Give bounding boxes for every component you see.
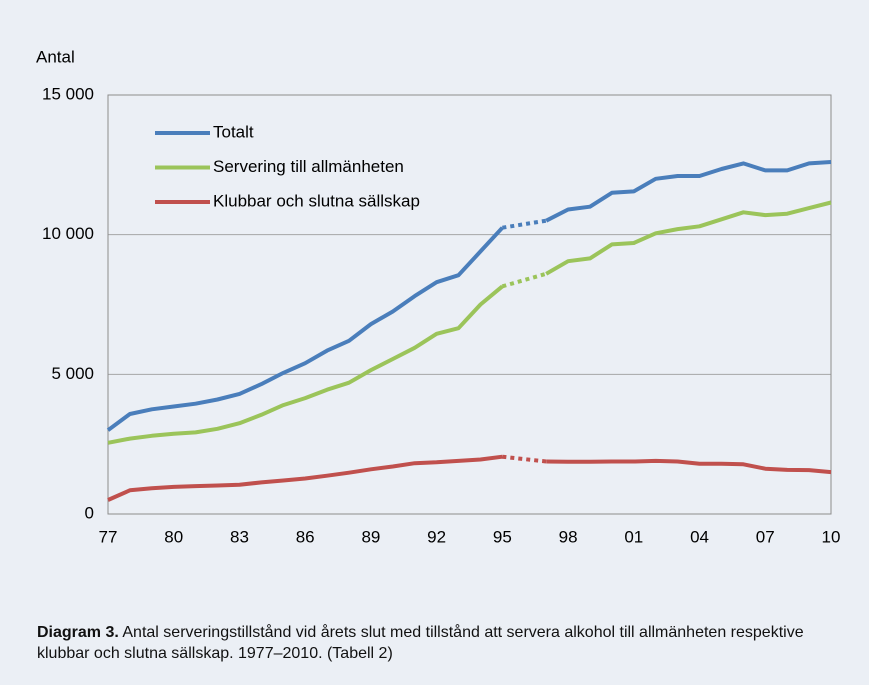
- y-axis-label: Antal: [36, 47, 75, 66]
- y-tick-label: 15 000: [42, 84, 94, 103]
- x-tick-label: 89: [361, 527, 380, 546]
- x-tick-label: 07: [756, 527, 775, 546]
- caption-label: Diagram 3.: [37, 624, 119, 641]
- gap-connector: [502, 454, 547, 464]
- x-tick-label: 86: [296, 527, 315, 546]
- gap-connector: [501, 271, 547, 289]
- x-tick-label: 95: [493, 527, 512, 546]
- x-tick-label: 98: [559, 527, 578, 546]
- gap-connector: [502, 218, 547, 230]
- plot-frame: [107, 94, 832, 515]
- x-tick-label: 77: [99, 527, 118, 546]
- y-tick-label: 5 000: [51, 364, 94, 383]
- y-tick-label: 10 000: [42, 224, 94, 243]
- series-line: [107, 454, 503, 502]
- series-line: [546, 458, 832, 475]
- legend-label: Totalt: [213, 122, 254, 141]
- series-line: [545, 200, 832, 276]
- legend-label: Klubbar och slutna sällskap: [213, 191, 420, 210]
- caption-text: Antal serveringstillstånd vid årets slut…: [37, 624, 804, 662]
- chart: Antal 0 5 000 10 000 15 000 77 80 83 86 89 92 95 98…: [36, 47, 841, 546]
- x-tick-label: 80: [164, 527, 183, 546]
- x-tick-label: 92: [427, 527, 446, 546]
- x-tick-label: 01: [624, 527, 643, 546]
- x-tick-label: 83: [230, 527, 249, 546]
- y-tick-label: 0: [85, 503, 94, 522]
- caption: Diagram 3. Antal serveringstillstånd vid…: [37, 622, 837, 664]
- x-tick-label: 04: [690, 527, 709, 546]
- x-tick-label: 10: [822, 527, 841, 546]
- series-line: [107, 284, 504, 445]
- series-line: [106, 226, 504, 432]
- series-line: [545, 160, 832, 223]
- legend-label: Servering till allmänheten: [213, 157, 404, 176]
